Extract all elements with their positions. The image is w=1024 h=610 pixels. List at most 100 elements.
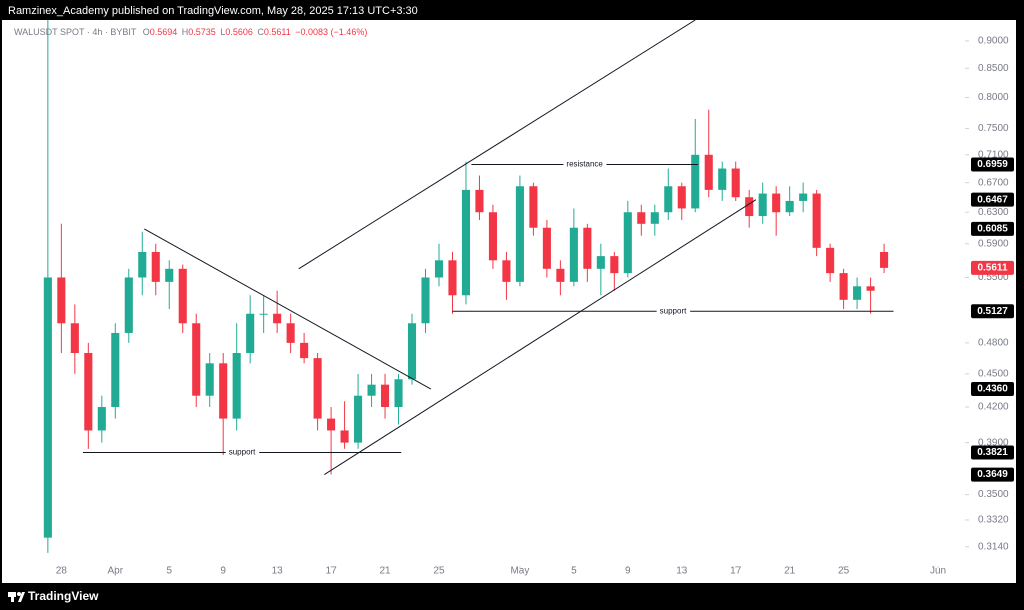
ohlc-value: 0.5735 [188, 27, 216, 37]
price-label: 0.6959 [977, 159, 1008, 170]
drawing-label: support [660, 306, 687, 315]
x-tick-label: 17 [326, 566, 338, 577]
candle-body [394, 379, 403, 408]
candle-body [111, 332, 120, 408]
footer-brand: TradingView [28, 589, 99, 603]
price-label: 0.4360 [977, 384, 1008, 395]
y-tick-label: 0.3320 [978, 515, 1009, 526]
candle-body [232, 352, 241, 419]
price-label-box [971, 260, 1014, 275]
x-tick-label: 13 [272, 566, 284, 577]
candle-body [461, 189, 471, 296]
x-tick-label: 9 [625, 566, 631, 577]
candle-body [407, 323, 417, 380]
trend-line [144, 228, 432, 390]
candle-body [57, 277, 66, 324]
candle-body [826, 247, 835, 274]
candle-body [354, 395, 363, 443]
price-label: 0.3821 [977, 447, 1008, 458]
ohlc-key: L [220, 27, 225, 37]
plot-area: support resistance support [43, 20, 894, 553]
ohlc-value: 0.5606 [225, 27, 253, 37]
y-tick-label: 0.6300 [978, 207, 1009, 218]
candle-body [380, 384, 390, 408]
price-label-box [971, 221, 1014, 236]
candle-body [421, 277, 430, 324]
candle-body [151, 251, 160, 282]
candle-body [704, 154, 713, 190]
y-tick-label: 0.4500 [978, 369, 1009, 380]
ohlc-value: 0.5611 [264, 27, 291, 37]
price-label: 0.6085 [977, 224, 1008, 235]
candle-body [664, 186, 673, 213]
footer-logo [8, 592, 25, 602]
candle-body [542, 227, 551, 269]
price-label: 0.5611 [977, 263, 1007, 274]
trend-line [298, 20, 696, 270]
price-label-box [971, 304, 1014, 319]
candle-body [192, 323, 201, 396]
y-tick-label: 0.3900 [978, 437, 1009, 448]
candle-body [300, 342, 309, 359]
x-tick-label: 21 [379, 566, 391, 577]
candle-body [718, 168, 727, 190]
drawing-label-bg [656, 306, 691, 316]
y-tick-label: 0.7100 [978, 149, 1009, 160]
drawing-label: support [229, 448, 256, 457]
price-label-box [971, 192, 1014, 207]
x-tick-label: 13 [676, 566, 688, 577]
candle-body [880, 251, 889, 268]
candle-body [866, 286, 875, 291]
drawing-label-bg [563, 159, 607, 169]
y-tick-label: 0.9000 [978, 36, 1009, 47]
trend-line [324, 199, 757, 475]
ohlc-key: C [257, 27, 264, 37]
y-tick-label: 0.8000 [978, 92, 1009, 103]
x-tick-label: Apr [108, 566, 124, 577]
candle-body [529, 186, 538, 228]
candle-body [839, 273, 848, 300]
price-label: 0.6467 [977, 194, 1008, 205]
candle-body [434, 260, 444, 278]
candle-body [178, 268, 187, 324]
candle-body [124, 277, 133, 333]
price-label: 0.5127 [977, 306, 1008, 317]
y-tick-label: 0.5500 [978, 272, 1009, 283]
y-tick-label: 0.4800 [978, 338, 1009, 349]
candle-body [367, 384, 376, 396]
candle-body [610, 256, 619, 274]
ohlc-key: H [182, 27, 189, 37]
y-tick-label: 0.5900 [978, 238, 1009, 249]
candle-body [812, 193, 821, 248]
price-label-box [971, 445, 1014, 460]
candle-body [43, 277, 52, 538]
symbol: WALUSDT SPOT · 4h · BYBIT [14, 27, 137, 37]
candle-body [70, 323, 79, 353]
y-tick-label: 0.3140 [978, 541, 1009, 552]
candle-body [340, 430, 349, 443]
x-tick-label: 25 [838, 566, 850, 577]
x-tick-label: 5 [166, 566, 172, 577]
price-label-box [971, 467, 1014, 482]
candle-body [165, 268, 174, 282]
y-tick-label: 0.8500 [978, 63, 1009, 74]
x-tick-label: 17 [730, 566, 742, 577]
candle-body [758, 193, 767, 217]
candle-body [745, 197, 754, 217]
candle-body [327, 418, 336, 431]
candle-body [691, 154, 700, 209]
candle-body [785, 200, 794, 213]
price-label-box [971, 157, 1014, 172]
candle-body [219, 363, 228, 419]
x-tick-label: 21 [784, 566, 796, 577]
candle-body [677, 186, 686, 209]
y-tick-label: 0.6700 [978, 177, 1009, 188]
candle-body [502, 260, 511, 282]
candle-body [259, 313, 268, 315]
candle-body [583, 227, 592, 269]
candle-body [205, 363, 214, 396]
candle-body [799, 193, 808, 201]
ohlc-value: 0.5694 [150, 27, 178, 37]
candle-body [515, 186, 524, 282]
